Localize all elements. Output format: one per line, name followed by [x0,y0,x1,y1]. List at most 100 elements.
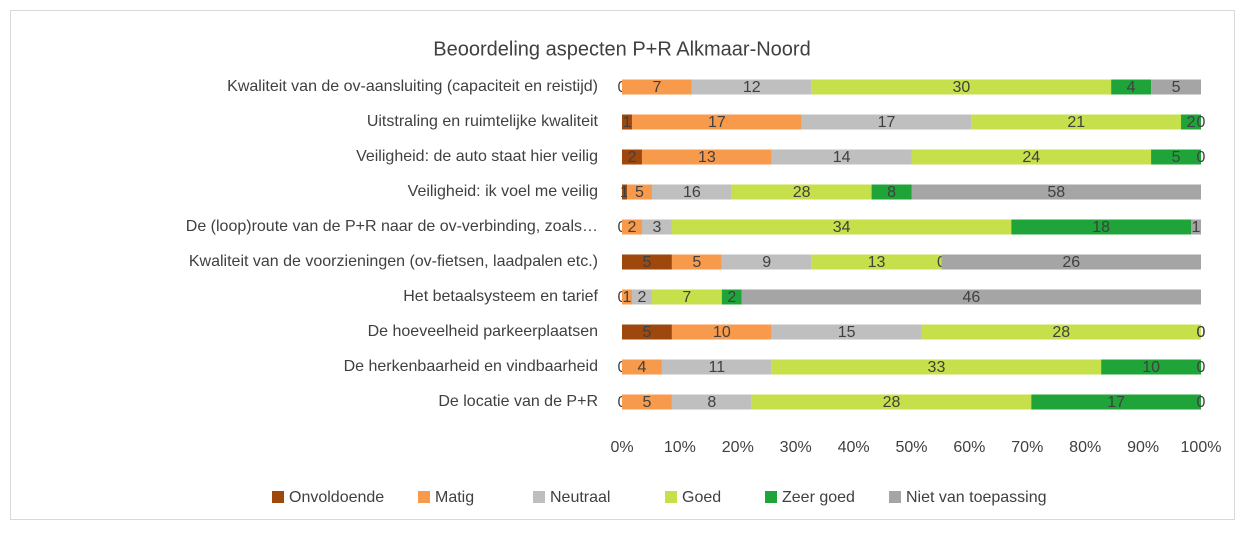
bar-segment [941,254,1201,270]
data-label: 2 [628,219,637,236]
x-tick-label: 70% [1011,439,1043,456]
bar-segment [771,324,922,340]
y-tick-label: Veiligheid: ik voel me veilig [408,183,598,200]
bar-segment [811,79,1112,95]
data-label: 2 [727,289,736,306]
data-label: 15 [838,324,856,341]
data-label: 3 [652,219,661,236]
bar-segment [871,184,912,200]
bar-segment [641,149,772,165]
data-label: 17 [878,114,896,131]
data-label: 5 [1172,79,1181,96]
data-label: 11 [709,359,726,376]
bar-segment [801,114,972,130]
legend-label: Matig [435,489,474,506]
bar-segment [622,184,627,200]
data-label: 5 [635,184,644,201]
bar-segment [622,394,672,410]
data-label: 0 [1197,114,1206,131]
bar-segment [622,359,662,375]
bar-segment [1111,79,1152,95]
data-label: 17 [708,114,726,131]
bar-segment [671,394,752,410]
bar-segment [771,359,1102,375]
data-label: 16 [683,184,701,201]
bar-segment [741,289,1201,305]
data-label: 28 [793,184,811,201]
legend-label: Neutraal [550,489,610,506]
bar-segment [721,289,742,305]
legend-swatch [533,491,545,503]
y-tick-label: Kwaliteit van de voorzieningen (ov-fiets… [189,253,598,270]
bar-segment [631,114,802,130]
bar-segment [1031,394,1201,410]
bar-segment [1151,149,1201,165]
data-label: 12 [743,79,761,96]
data-label: 7 [682,289,691,306]
data-label: 46 [962,289,980,306]
data-label: 58 [1047,184,1065,201]
bar-segment [622,289,632,305]
y-tick-label: Uitstraling en ruimtelijke kwaliteit [367,113,599,130]
data-label: 5 [1172,149,1181,166]
data-label: 26 [1062,254,1080,271]
data-label: 0 [1197,324,1206,341]
data-label: 5 [643,254,652,271]
bar-segment [1151,79,1201,95]
bar-segment [651,289,722,305]
bar-segment [631,289,652,305]
data-label: 24 [1022,149,1040,166]
data-label: 1 [623,289,632,306]
legend-swatch [665,491,677,503]
bar-segment [751,394,1032,410]
x-tick-label: 50% [895,439,927,456]
legend-label: Zeer goed [782,489,855,506]
data-label: 17 [1107,394,1125,411]
data-label: 21 [1067,114,1085,131]
data-label: 2 [628,149,637,166]
y-tick-label: De herkenbaarheid en vindbaarheid [344,358,598,375]
y-tick-label: Het betaalsysteem en tarief [403,288,598,305]
bar-segment [911,149,1152,165]
x-tick-label: 30% [780,439,812,456]
data-label: 10 [713,324,731,341]
data-label: 0 [1197,149,1206,166]
data-label: 8 [707,394,716,411]
data-label: 28 [883,394,901,411]
bar-segment [1011,219,1192,235]
legend-label: Niet van toepassing [906,489,1047,506]
bar-segment [691,79,812,95]
data-label: 1 [1192,219,1201,236]
data-label: 8 [887,184,896,201]
legend-label: Goed [682,489,721,506]
bar-segment [1191,219,1201,235]
bar-segment [622,79,692,95]
x-tick-label: 10% [664,439,696,456]
x-tick-label: 40% [838,439,870,456]
bar-segment [622,149,642,165]
x-tick-label: 20% [722,439,754,456]
bar-segment [641,219,672,235]
legend-swatch [765,491,777,503]
bar-segment [671,219,1012,235]
y-tick-label: De locatie van de P+R [438,393,598,410]
data-label: 1 [620,184,629,201]
data-label: 13 [698,149,716,166]
x-tick-label: 80% [1069,439,1101,456]
legend-swatch [418,491,430,503]
data-label: 0 [1197,359,1206,376]
y-tick-label: Kwaliteit van de ov-aansluiting (capacit… [227,78,598,95]
bar-segment [971,114,1182,130]
bar-segment [622,114,632,130]
bar-segment [1101,359,1201,375]
data-label: 9 [762,254,771,271]
bar-segment [921,324,1201,340]
bar-segment [661,359,772,375]
data-label: 5 [692,254,701,271]
y-tick-label: Veiligheid: de auto staat hier veilig [356,148,598,165]
bar-segment [771,149,912,165]
data-label: 18 [1092,219,1110,236]
bar-segment [731,184,872,200]
bar-segment [622,324,672,340]
